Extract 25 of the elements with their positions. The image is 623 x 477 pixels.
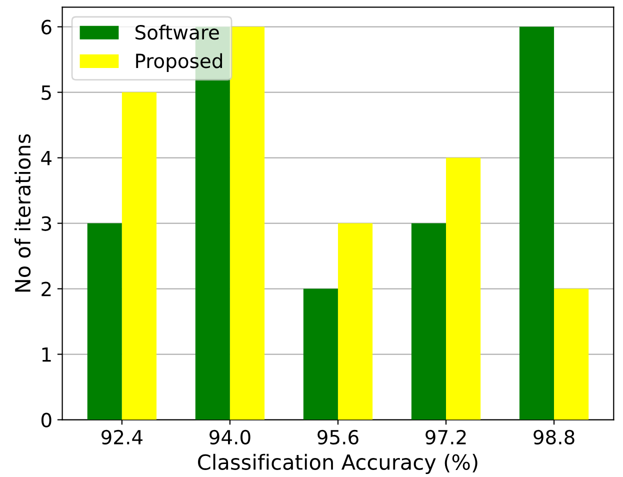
y-tick-label: 5 [42,86,51,100]
bar [554,288,589,420]
legend-label: Software [136,24,219,40]
bar [87,223,122,420]
x-tick-label: 92.4 [102,430,142,445]
bar [411,223,446,420]
bar [338,223,373,420]
x-tick-label: 95.6 [318,430,358,445]
y-tick-label: 4 [41,151,52,166]
y-tick-label: 0 [41,412,52,428]
bar [446,158,481,420]
bar [303,288,338,420]
legend-label: Proposed [136,53,222,72]
x-tick-label: 98.8 [534,430,574,445]
y-tick-label: 6 [42,20,52,34]
x-axis-title: Classification Accuracy (%) [198,454,478,474]
bar [230,26,265,420]
y-tick-label: 3 [42,216,52,231]
bar [122,92,156,420]
x-tick-label: 97.2 [426,430,466,445]
x-tick-label: 94.0 [210,430,250,445]
y-axis-title: No of iterations [14,134,31,292]
y-tick-label: 1 [42,347,51,362]
y-tick-label: 2 [42,282,51,296]
bar [519,26,554,420]
